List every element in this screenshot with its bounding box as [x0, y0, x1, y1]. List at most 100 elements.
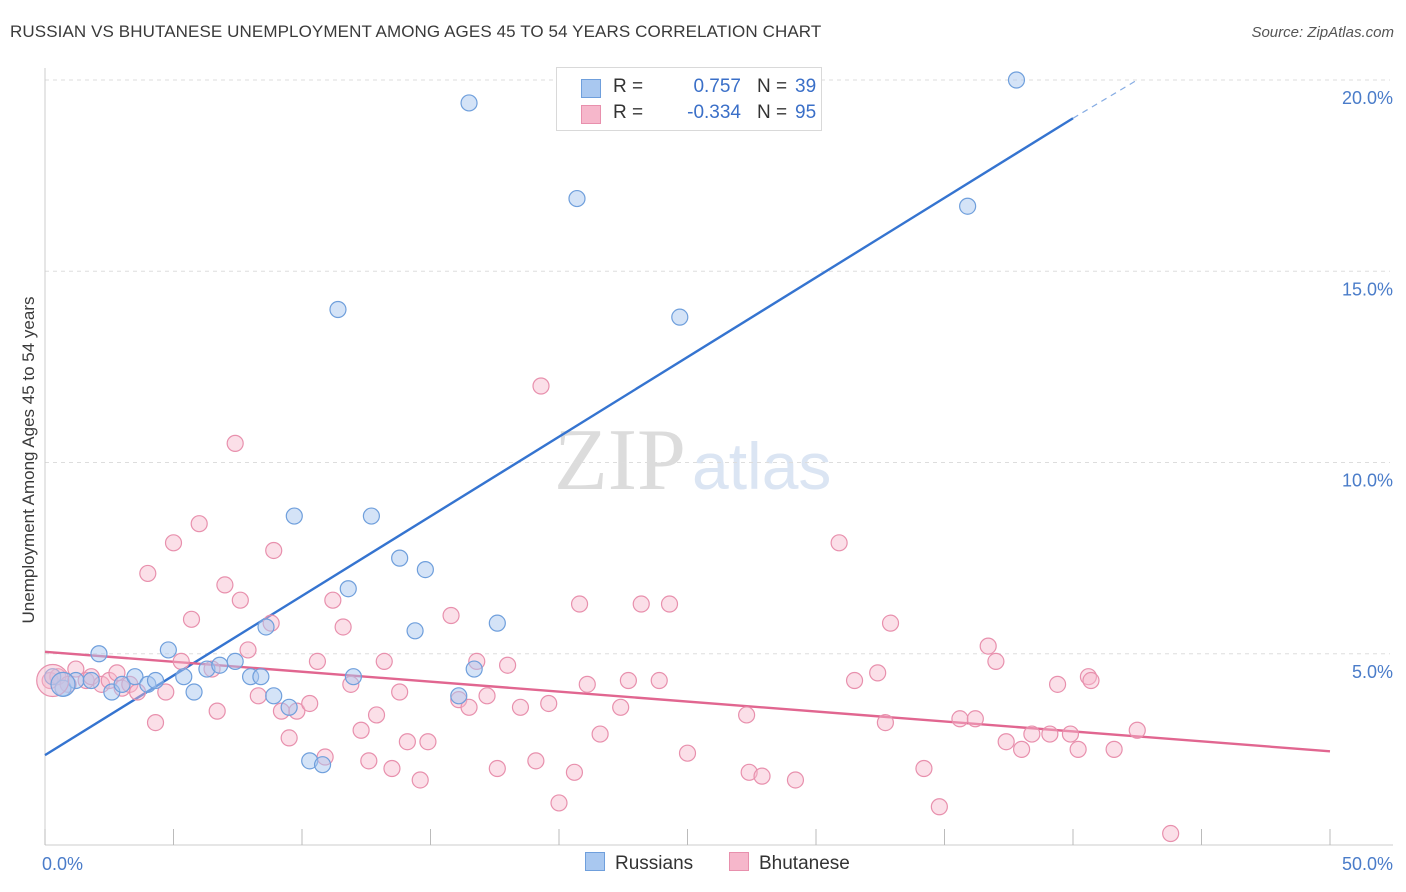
bhutanese-point: [881, 614, 900, 632]
russians-cluster-point: [50, 671, 76, 697]
bhutanese-point: [301, 694, 319, 713]
russians-point: [265, 687, 283, 705]
n-value: 95: [795, 102, 817, 123]
bhutanese-swatch-icon: [581, 105, 601, 124]
bhutanese-point: [190, 515, 208, 533]
bhutanese-point: [182, 610, 201, 628]
bhutanese-point: [966, 710, 984, 728]
bhutanese-point: [979, 637, 997, 655]
bhutanese-point: [172, 652, 190, 671]
russians-point: [175, 668, 193, 686]
russians-point: [226, 652, 244, 671]
bhutanese-point: [164, 534, 183, 552]
bhutanese-point: [987, 652, 1005, 671]
r-value: 0.757: [693, 76, 741, 97]
russians-point: [90, 645, 108, 663]
bhutanese-point: [753, 767, 771, 785]
russians-point: [257, 618, 275, 636]
bhutanese-point: [460, 698, 478, 716]
russians-point: [329, 300, 347, 319]
x-tick-label: 50.0%: [1342, 854, 1393, 874]
y-tick-label: 15.0%: [1342, 279, 1393, 299]
bhutanese-point: [527, 752, 545, 770]
russians-point: [82, 671, 100, 690]
bhutanese-point: [146, 713, 165, 732]
russians-point: [671, 308, 689, 326]
russians-point: [450, 687, 468, 705]
bhutanese-point: [591, 725, 609, 743]
y-tick-label: 5.0%: [1352, 662, 1393, 682]
bhutanese-point: [139, 564, 157, 583]
bhutanese-point: [740, 763, 758, 781]
n-value: 39: [795, 76, 817, 97]
bhutanese-point: [1082, 671, 1100, 690]
russians-point: [252, 668, 270, 686]
bhutanese-point: [997, 733, 1015, 751]
russians-point: [339, 580, 357, 598]
russians-point: [959, 197, 977, 215]
russians-point: [391, 549, 409, 567]
stats-legend: R = 0.757 N = 39 R = -0.334 N = 95: [556, 67, 822, 131]
bhutanese-legend-label: Bhutanese: [759, 853, 850, 874]
russians-point: [113, 675, 131, 693]
russians-point: [126, 668, 144, 686]
bhutanese-point: [738, 706, 756, 724]
bhutanese-point: [660, 595, 679, 613]
russians-point: [568, 189, 586, 208]
n-label: N =: [757, 102, 788, 123]
tick-labels: 5.0% 10.0% 15.0% 20.0% 0.0% 50.0%: [42, 88, 1393, 874]
bhutanese-point: [650, 671, 668, 690]
russians-point: [211, 656, 229, 674]
bhutanese-point: [488, 759, 506, 778]
legend-item-bhutanese[interactable]: Bhutanese: [729, 852, 850, 876]
legend-item-russians[interactable]: Russians: [585, 852, 693, 876]
bhutanese-point: [578, 675, 596, 693]
x-tick-label: 0.0%: [42, 854, 83, 874]
bhutanese-point: [951, 710, 969, 728]
bhutanese-point: [1162, 824, 1180, 843]
bhutanese-point: [419, 733, 437, 751]
bhutanese-point: [915, 759, 933, 778]
russians-point: [416, 560, 434, 579]
russians-swatch-icon: [581, 79, 601, 98]
n-label: N =: [757, 76, 788, 97]
y-tick-label: 10.0%: [1342, 471, 1393, 491]
bhutanese-point: [375, 652, 393, 671]
bhutanese-point: [845, 671, 864, 690]
data-points: [36, 71, 1180, 843]
bhutanese-point: [411, 771, 429, 789]
bhutanese-point: [398, 733, 416, 751]
bhutanese-point: [383, 759, 401, 778]
bhutanese-point: [308, 652, 327, 671]
russians-point: [362, 507, 380, 525]
axes: [44, 68, 1393, 846]
bhutanese-point: [570, 595, 589, 613]
russians-point: [344, 668, 362, 686]
bhutanese-point: [1128, 721, 1146, 739]
y-tick-label: 20.0%: [1342, 88, 1393, 108]
russians-point: [146, 671, 165, 690]
russians-trend-extension: [1072, 79, 1138, 119]
bhutanese-point: [876, 713, 894, 732]
bhutanese-point: [1012, 740, 1031, 758]
gridlines: [45, 79, 1390, 655]
russians-point: [460, 94, 478, 112]
bhutanese-point: [334, 618, 352, 636]
russians-point: [1007, 71, 1026, 89]
russians-point: [285, 507, 303, 525]
russians-point: [313, 756, 332, 774]
bhutanese-point: [442, 606, 460, 625]
bhutanese-point: [619, 671, 637, 690]
bhutanese-point: [324, 591, 342, 609]
bhutanese-point: [231, 591, 249, 609]
bhutanese-point: [1061, 725, 1080, 743]
bhutanese-point: [280, 729, 298, 747]
bhutanese-point: [1048, 675, 1067, 693]
bhutanese-point: [550, 794, 568, 812]
russians-point: [465, 660, 483, 678]
r-value: -0.334: [687, 102, 741, 123]
bhutanese-point: [239, 641, 257, 659]
bhutanese-point: [226, 434, 244, 452]
source-credit: Source: ZipAtlas.com: [1251, 24, 1394, 41]
